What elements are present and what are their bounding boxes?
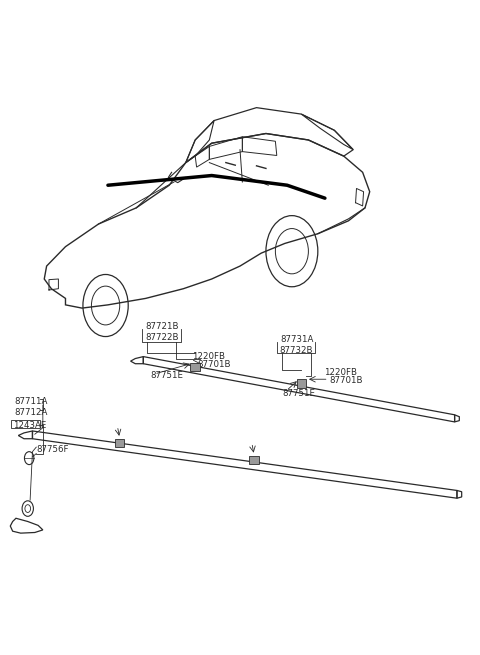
Text: 1243AE: 1243AE <box>12 421 46 430</box>
Bar <box>115 439 124 447</box>
Bar <box>11 420 39 428</box>
Text: 87751E: 87751E <box>282 389 315 398</box>
Text: 1220FB: 1220FB <box>192 352 225 361</box>
Text: 87721B
87722B: 87721B 87722B <box>145 322 179 342</box>
Text: 87701B: 87701B <box>330 376 363 385</box>
Text: 87731A
87732B: 87731A 87732B <box>280 335 313 354</box>
Bar <box>191 363 200 371</box>
Text: 87711A
87712A: 87711A 87712A <box>14 398 48 417</box>
Text: 1220FB: 1220FB <box>324 367 357 377</box>
Bar <box>297 379 306 388</box>
Text: 87751E: 87751E <box>150 371 183 381</box>
Text: 87756F: 87756F <box>36 445 69 454</box>
Bar <box>250 455 259 464</box>
Text: 87701B: 87701B <box>198 360 231 369</box>
